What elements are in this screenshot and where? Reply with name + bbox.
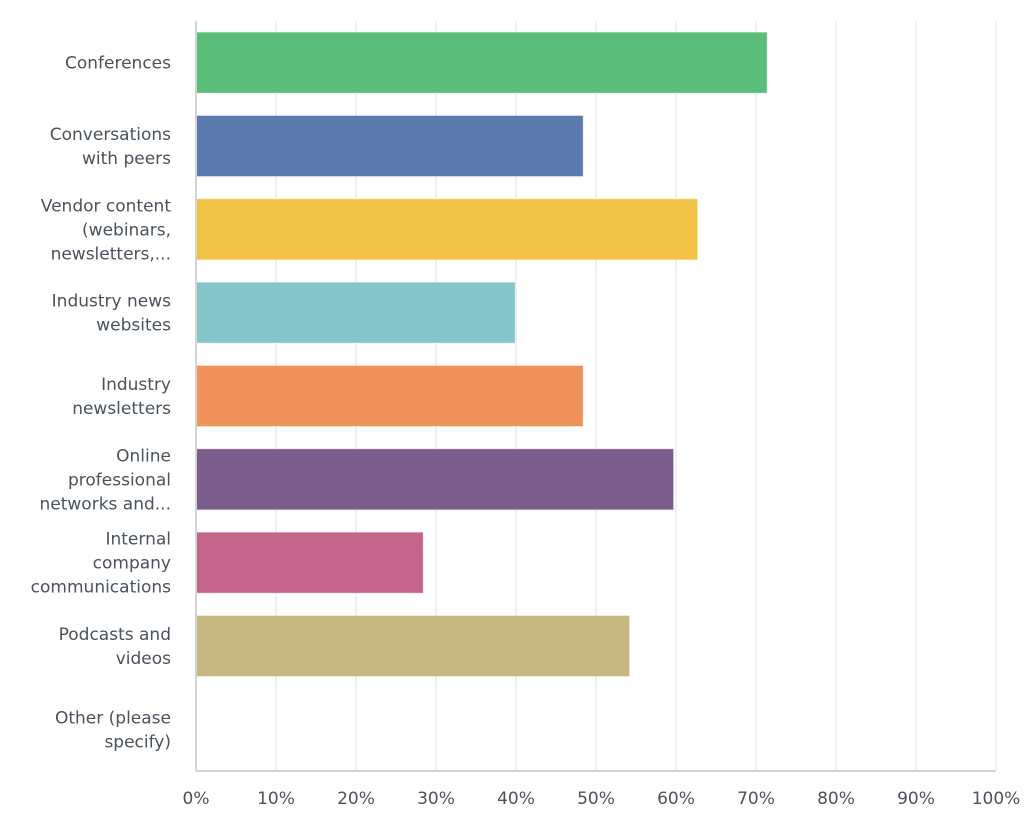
category-label-line: Podcasts and xyxy=(59,625,171,645)
category-label-line: specify) xyxy=(104,732,171,752)
x-tick-label: 0% xyxy=(183,789,210,809)
category-label-line: Industry news xyxy=(52,292,171,312)
category-label-line: Industry xyxy=(101,375,171,395)
bar[interactable] xyxy=(195,198,699,261)
x-tick-labels: 0% 10% 20% 30% 40% 50% 60% 70% 80% 90% 100% xyxy=(183,789,1021,809)
category-label-line: Internal xyxy=(105,530,171,550)
category-label: Online professional networks and... xyxy=(40,446,172,514)
category-label-line: videos xyxy=(116,649,171,669)
category-label: Vendor content (webinars, newsletters,... xyxy=(41,196,172,264)
category-label-line: with peers xyxy=(82,149,171,169)
category-label-line: Conversations xyxy=(50,125,171,145)
category-label: Other (please specify) xyxy=(55,708,171,752)
category-label: Internal company communications xyxy=(31,530,171,598)
category-label-line: newsletters,... xyxy=(51,244,171,264)
axes xyxy=(195,21,996,772)
x-tick-label: 60% xyxy=(657,789,695,809)
bar[interactable] xyxy=(195,31,768,94)
category-label-line: networks and... xyxy=(40,494,172,514)
category-label-line: professional xyxy=(68,470,171,490)
bar[interactable] xyxy=(195,531,424,594)
category-label: Conferences xyxy=(65,54,171,74)
category-label: Industry newsletters xyxy=(72,375,171,419)
bar[interactable] xyxy=(195,281,516,344)
x-tick-label: 80% xyxy=(817,789,855,809)
category-label-line: (webinars, xyxy=(82,220,171,240)
x-tick-label: 40% xyxy=(497,789,535,809)
category-label: Industry news websites xyxy=(52,292,171,336)
category-label-line: Conferences xyxy=(65,54,171,74)
category-label-line: Online xyxy=(116,446,171,466)
x-tick-label: 30% xyxy=(417,789,455,809)
category-label: Conversations with peers xyxy=(50,125,171,169)
x-tick-label: 90% xyxy=(897,789,935,809)
category-label: Podcasts and videos xyxy=(59,625,172,669)
bar[interactable] xyxy=(195,448,675,511)
bar[interactable] xyxy=(195,115,584,177)
category-label-line: websites xyxy=(96,316,171,336)
category-label-line: Other (please xyxy=(55,708,171,728)
category-label-line: company xyxy=(93,554,171,574)
x-tick-label: 50% xyxy=(577,789,615,809)
x-tick-label: 70% xyxy=(737,789,775,809)
category-labels: Conferences Conversations with peers Vendor… xyxy=(31,54,172,753)
bar[interactable] xyxy=(195,365,584,427)
category-label-line: Vendor content xyxy=(41,196,172,216)
x-tick-label: 10% xyxy=(257,789,295,809)
bar[interactable] xyxy=(195,615,631,677)
category-label-line: communications xyxy=(31,578,171,598)
x-tick-label: 20% xyxy=(337,789,375,809)
x-tick-label: 100% xyxy=(972,789,1021,809)
category-label-line: newsletters xyxy=(72,399,171,419)
bars xyxy=(195,31,768,677)
